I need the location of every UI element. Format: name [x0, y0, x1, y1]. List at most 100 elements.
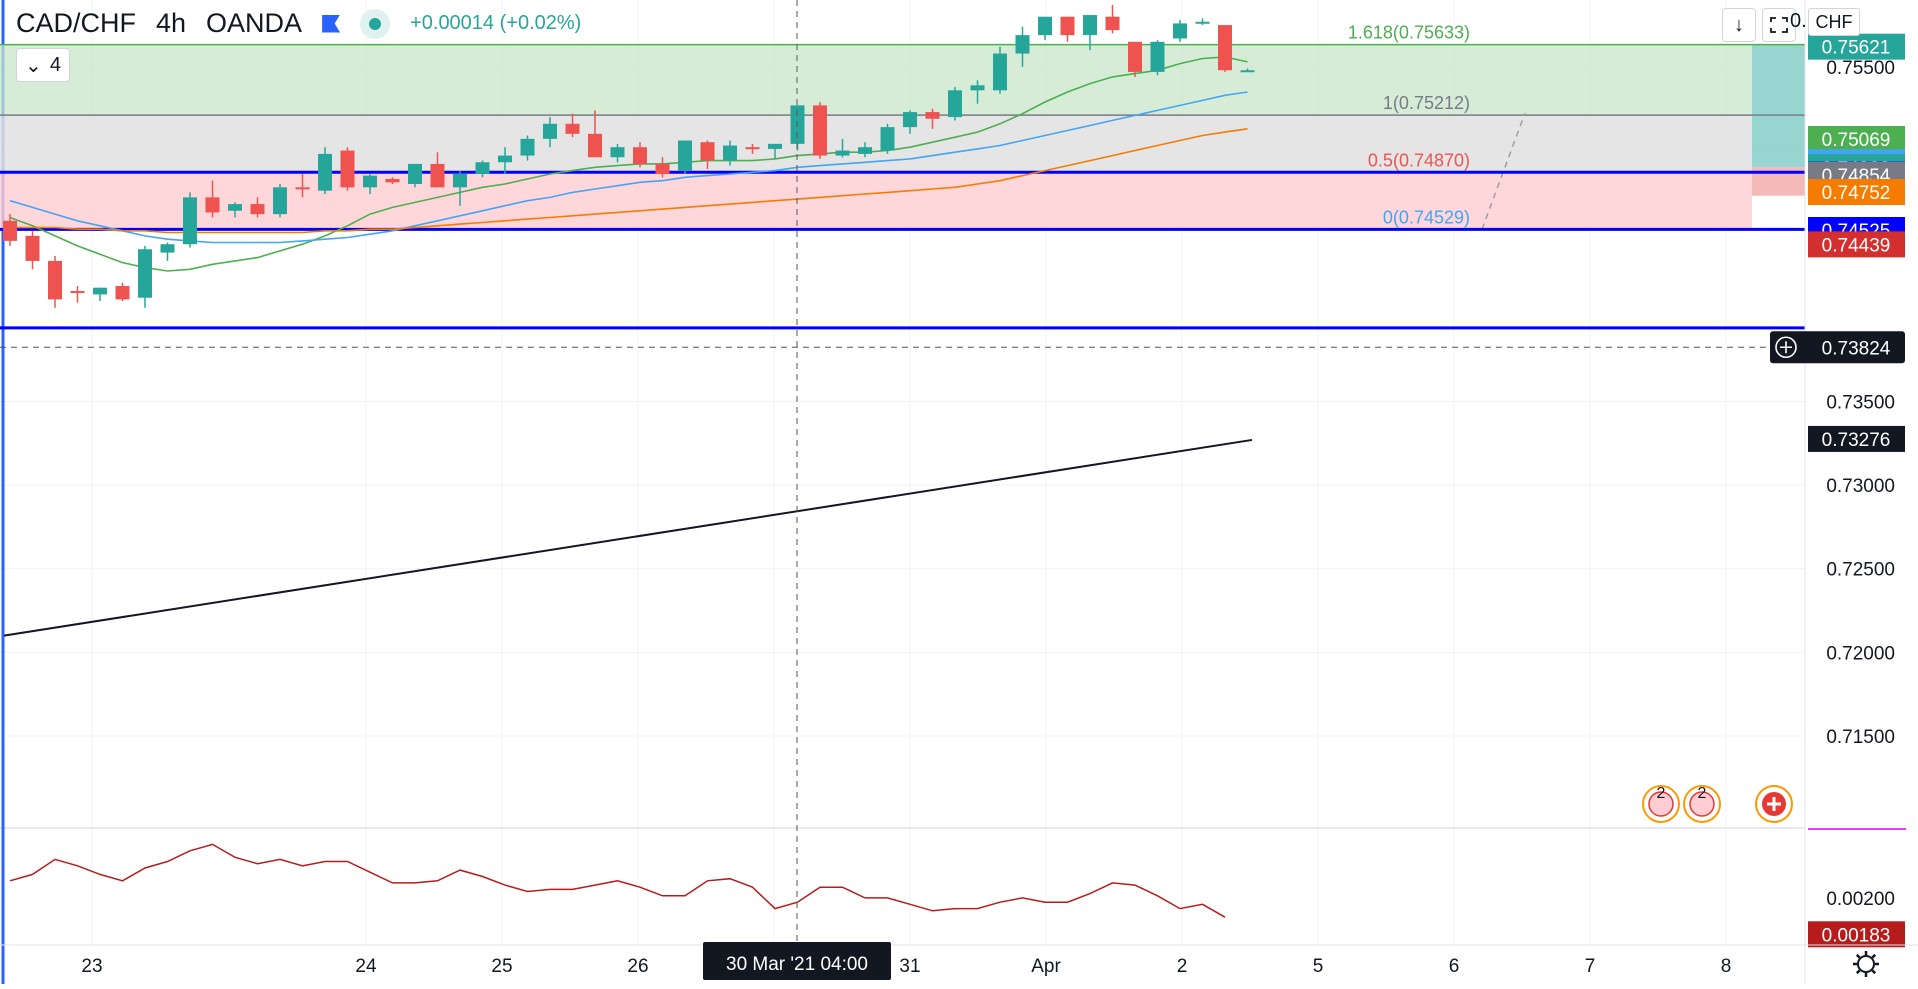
candle-body — [768, 143, 782, 149]
oscillator-value-badge — [1808, 921, 1905, 948]
candle-body — [340, 150, 355, 188]
canada-flag-icon — [1648, 791, 1674, 817]
candle-body — [475, 162, 490, 174]
candle-body — [1038, 16, 1052, 36]
canada-flag-icon — [1689, 791, 1715, 817]
candle-body — [408, 163, 422, 184]
candle-body — [453, 173, 467, 188]
candle-body — [385, 178, 400, 183]
crosshair-time-badge — [703, 942, 891, 980]
candle-body — [903, 112, 917, 128]
price-label-text: 0.73276 — [1822, 430, 1891, 451]
candles — [3, 5, 1255, 308]
candle-body — [970, 85, 985, 91]
download-button[interactable]: ↓ — [1722, 8, 1756, 42]
gear-tooth — [1871, 969, 1877, 975]
candle-body — [25, 235, 40, 261]
currency-button[interactable]: CHF — [1808, 8, 1860, 36]
crosshair-price-text: 0.73824 — [1822, 338, 1891, 359]
plus-circle-icon — [1775, 336, 1797, 359]
event-count-label: 2 — [1698, 785, 1707, 802]
moving-average-line — [9, 91, 1248, 244]
crosshair — [0, 0, 1805, 945]
fib-level-label: 1(0.75212) — [1383, 93, 1470, 113]
price-tick-label: 0.73000 — [1826, 476, 1895, 497]
candle-body — [700, 142, 715, 161]
fib-level-label: 1.618(0.75633) — [1348, 23, 1470, 43]
time-tick-label: 5 — [1313, 956, 1324, 977]
gear-tooth — [1871, 953, 1877, 959]
arrow-down-icon: ↓ — [1734, 13, 1744, 36]
oscillator-line — [9, 843, 1226, 918]
moving-average-line — [9, 56, 1248, 272]
fib-zones — [0, 43, 1805, 231]
gear-tooth — [1855, 969, 1861, 975]
candle-body — [588, 133, 602, 158]
candle-body — [228, 204, 242, 211]
candle-body — [48, 260, 62, 300]
candle-body — [1240, 70, 1255, 73]
candle-body — [273, 187, 287, 215]
candle-body — [93, 287, 107, 295]
price-axis: 0.755000.750000.735000.730000.725000.720… — [1642, 0, 1905, 984]
candle-body — [520, 138, 535, 156]
candle-body — [3, 220, 17, 241]
oscillator-value-text: 0.00183 — [1822, 925, 1891, 946]
price-change: +0.00014 (+0.02%) — [410, 12, 582, 34]
time-tick-label: 23 — [81, 956, 102, 977]
time-axis: 232425262931Apr2567830 Mar '21 04:00 — [0, 942, 1918, 980]
time-tick-label: 26 — [627, 956, 648, 977]
price-tick-label: 0.72500 — [1826, 560, 1895, 581]
candle-body — [835, 150, 850, 156]
moving-average-line — [10, 128, 1248, 234]
fib-zone-lower — [0, 172, 1752, 230]
candle-body — [880, 127, 895, 151]
chart-header: CAD/CHF 4h OANDA +0.00014 (+0.02%) — [16, 8, 581, 39]
candle-body — [115, 286, 130, 300]
candle-body — [948, 90, 962, 118]
moving-average-line — [3, 438, 1253, 637]
candle-body — [1218, 25, 1232, 71]
fib-level-labels: 1.618(0.75633) 1(0.75212) 0.5(0.74870) 0(0.… — [1348, 23, 1470, 228]
fib-zone-extension — [0, 44, 1752, 116]
indicators-toggle-button[interactable]: ⌄ 4 — [16, 48, 70, 82]
fullscreen-icon — [1770, 17, 1788, 33]
plus-sign — [1780, 341, 1792, 354]
candle-body — [70, 291, 85, 294]
time-tick-label: Apr — [1031, 956, 1061, 977]
candle-body — [295, 187, 310, 190]
candle-body — [138, 249, 152, 298]
candle-body — [993, 53, 1007, 91]
candle-body — [318, 153, 332, 191]
candle-body — [1015, 35, 1030, 54]
candle-body — [745, 147, 760, 150]
candle-body — [610, 147, 625, 158]
candle-body — [1060, 16, 1075, 36]
fullscreen-button[interactable] — [1762, 8, 1796, 42]
interval-label[interactable]: 4h — [156, 8, 187, 38]
flag-icon[interactable] — [322, 14, 341, 33]
price-label-badge — [1808, 179, 1905, 206]
fib-zone-upper — [0, 115, 1752, 173]
price-tick-label: 0.75500 — [1826, 58, 1895, 79]
candle-body — [205, 197, 220, 213]
market-open-dot-icon — [360, 8, 391, 39]
candle-body — [813, 105, 827, 156]
price-tick-label: 0.71500 — [1826, 727, 1895, 748]
fib-trend-line — [1481, 112, 1526, 230]
event-count-label: 2 — [1657, 785, 1666, 802]
price-label-text: 0.75621 — [1822, 38, 1891, 59]
symbol-label[interactable]: CAD/CHF — [16, 8, 136, 38]
position-profit-zone — [1752, 44, 1805, 168]
swiss-cross — [1767, 797, 1781, 811]
candle-body — [250, 204, 265, 215]
candle-body — [655, 163, 670, 174]
gear-icon — [1857, 955, 1875, 973]
horizontal-lines — [0, 170, 1805, 330]
candle-body — [498, 155, 512, 163]
time-tick-label: 6 — [1449, 956, 1460, 977]
time-tick-label: 2 — [1177, 956, 1188, 977]
price-tick-label: 0.73500 — [1826, 392, 1895, 413]
